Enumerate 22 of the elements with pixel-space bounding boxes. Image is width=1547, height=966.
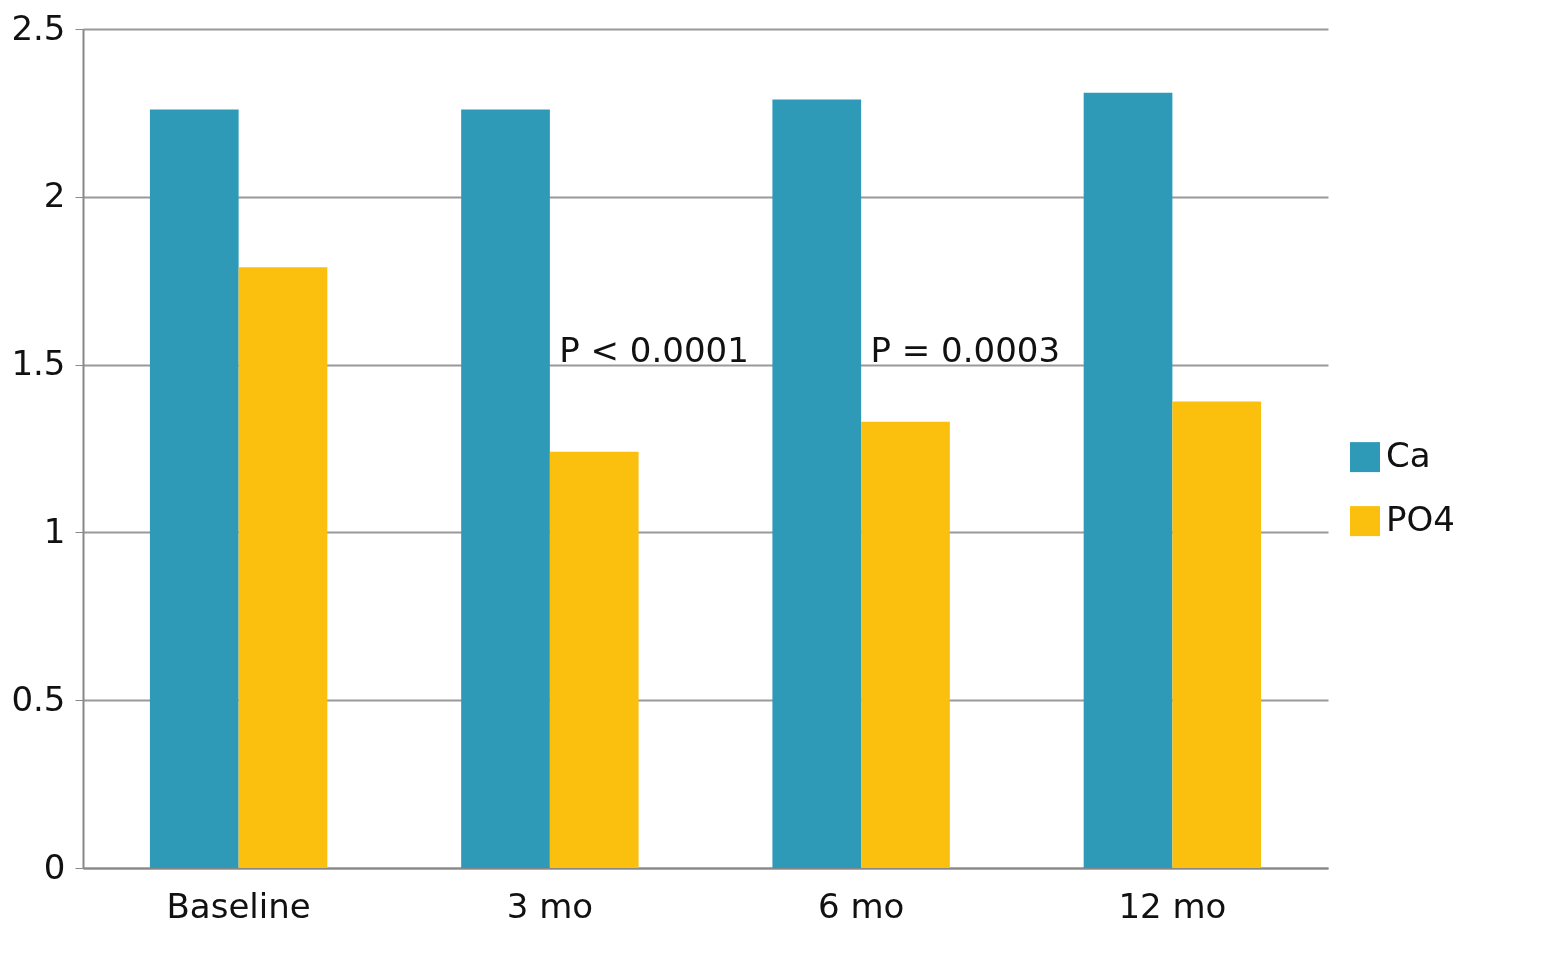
legend-label: PO4 (1386, 499, 1455, 540)
x-tick-label: 6 mo (817, 885, 905, 926)
annotation: P < 0.0001 (559, 330, 749, 371)
bar (238, 267, 328, 868)
bar (1172, 401, 1262, 868)
legend-label: Ca (1386, 435, 1431, 476)
bar (549, 451, 639, 868)
x-tick-label: 3 mo (506, 885, 594, 926)
y-tick-label: 0.5 (11, 678, 66, 719)
bar (772, 99, 862, 868)
y-tick-label: 2.5 (11, 7, 66, 48)
y-tick-label: 0 (43, 846, 66, 887)
bar (1083, 92, 1173, 868)
y-tick-label: 2 (43, 175, 66, 216)
x-tick-label: Baseline (166, 885, 311, 926)
bar (861, 421, 950, 868)
x-tick-label: 12 mo (1118, 885, 1227, 926)
bar (149, 109, 239, 868)
y-tick-label: 1 (43, 510, 66, 551)
y-tick-label: 1.5 (11, 343, 66, 384)
annotation: P = 0.0003 (870, 330, 1061, 371)
bar (461, 109, 550, 868)
